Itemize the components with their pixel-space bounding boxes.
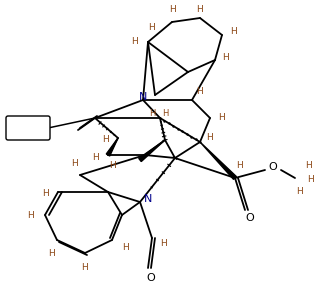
Text: H: H [297,186,304,195]
Polygon shape [106,138,118,156]
Text: H: H [132,37,138,46]
Text: H: H [169,5,176,14]
Polygon shape [200,142,236,180]
Text: H: H [82,262,88,271]
Polygon shape [139,140,165,162]
Text: H: H [197,5,203,14]
Text: H: H [122,244,129,253]
Text: H: H [149,23,155,32]
Text: H: H [71,159,78,168]
Text: H: H [306,162,312,171]
Text: O: O [246,213,255,223]
Text: H: H [231,28,237,37]
Text: Abs: Abs [19,123,37,133]
Text: H: H [93,153,99,162]
Text: N: N [144,194,152,204]
FancyBboxPatch shape [6,116,50,140]
Text: H: H [218,113,225,122]
Text: H: H [197,88,203,97]
Text: O: O [269,162,277,172]
Text: H: H [223,53,229,63]
Text: H: H [237,160,243,169]
Text: H: H [307,175,314,184]
Text: H: H [207,133,213,142]
Text: H: H [27,211,34,220]
Text: H: H [103,135,109,144]
Text: H: H [161,238,167,247]
Text: N: N [139,92,147,102]
Text: H: H [162,108,168,117]
Text: O: O [147,273,155,283]
Text: H: H [149,108,155,117]
Text: H: H [110,160,117,169]
Text: H: H [43,189,49,198]
Text: H: H [49,249,55,258]
